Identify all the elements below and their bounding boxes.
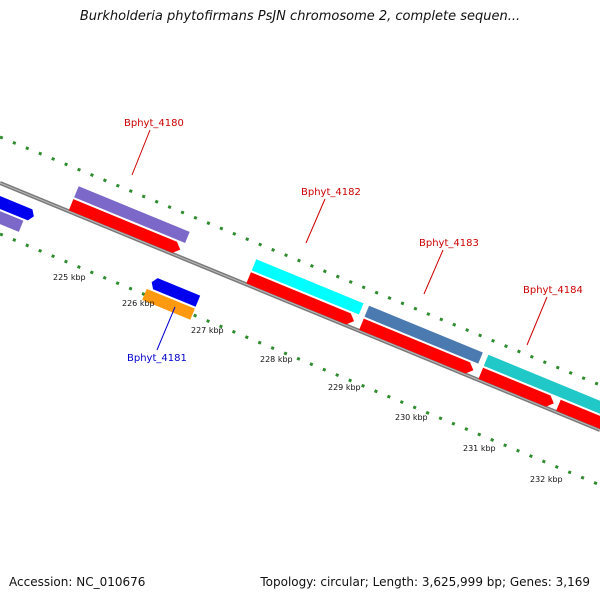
kbp-label: 232 kbp (530, 475, 563, 484)
gene-label-bphyt-4180: Bphyt_4180 (124, 118, 184, 129)
kbp-label: 228 kbp (260, 355, 293, 364)
summary-label: Topology: circular; Length: 3,625,999 bp… (260, 575, 590, 589)
kbp-label: 225 kbp (53, 273, 86, 282)
gene-label-bphyt-4183: Bphyt_4183 (419, 238, 479, 249)
kbp-label: 230 kbp (395, 413, 428, 422)
gene-label-bphyt-4181: Bphyt_4181 (127, 353, 187, 364)
leader-bphyt-4180 (131, 129, 151, 176)
feature-purple-partial (0, 195, 24, 232)
feature-bphyt-4184-cds (478, 367, 554, 407)
outer-tick-ring (0, 135, 600, 387)
feature-bphyt-4183-steelblue (364, 305, 483, 364)
leader-bphyt-4184 (526, 296, 548, 346)
map-title: Burkholderia phytofirmans PsJN chromosom… (79, 9, 521, 24)
leader-bphyt-4181 (156, 306, 176, 351)
feature-bphyt-4180-cds (68, 199, 181, 253)
kbp-label: 227 kbp (191, 326, 224, 335)
kbp-label: 231 kbp (463, 444, 496, 453)
gene-label-bphyt-4182: Bphyt_4182 (301, 187, 361, 198)
accession-label: Accession: NC_010676 (9, 575, 146, 589)
leader-bphyt-4182 (305, 198, 326, 244)
feature-bphyt-4181-orange (142, 288, 195, 320)
feature-bphyt-4182-cds (246, 272, 355, 325)
feature-bphyt-4181-blue (151, 278, 201, 307)
feature-blue-partial (0, 182, 34, 221)
feature-bphyt-4182-cyan (251, 259, 364, 315)
inner-tick-ring (0, 232, 600, 487)
kbp-label: 226 kbp (122, 299, 155, 308)
gene-label-bphyt-4184: Bphyt_4184 (523, 285, 583, 296)
feature-bphyt-4183-cds (359, 318, 474, 374)
kbp-label: 229 kbp (328, 383, 361, 392)
leader-bphyt-4183 (423, 249, 444, 295)
feature-bphyt-4184-teal (483, 354, 600, 428)
feature-bphyt-4180-purple (74, 186, 190, 243)
